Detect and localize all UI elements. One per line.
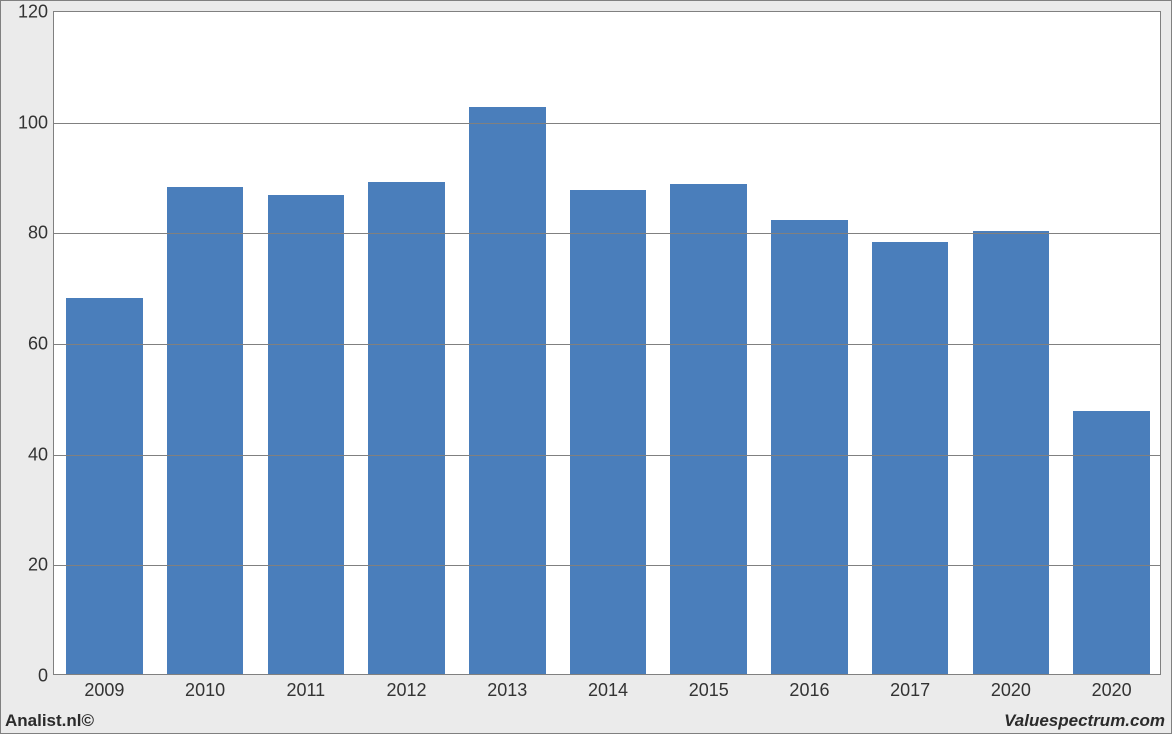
y-tick-label: 40 xyxy=(28,444,54,465)
bar xyxy=(670,184,747,674)
y-tick-label: 120 xyxy=(18,2,54,23)
footer-left-credit: Analist.nl© xyxy=(5,711,94,731)
y-tick-label: 0 xyxy=(38,666,54,687)
bar xyxy=(167,187,244,674)
bar xyxy=(469,107,546,674)
bar xyxy=(872,242,949,674)
y-tick-label: 60 xyxy=(28,334,54,355)
x-tick-label: 2011 xyxy=(286,674,325,701)
x-tick-label: 2013 xyxy=(487,674,527,701)
gridline xyxy=(54,344,1160,345)
x-tick-label: 2010 xyxy=(185,674,225,701)
y-tick-label: 100 xyxy=(18,112,54,133)
footer-right-credit: Valuespectrum.com xyxy=(1004,711,1165,731)
bar xyxy=(368,182,445,674)
y-tick-label: 80 xyxy=(28,223,54,244)
x-tick-label: 2012 xyxy=(387,674,427,701)
bar xyxy=(268,195,345,674)
bar xyxy=(771,220,848,674)
x-tick-label: 2020 xyxy=(991,674,1031,701)
y-tick-label: 20 xyxy=(28,555,54,576)
x-tick-label: 2009 xyxy=(84,674,124,701)
gridline xyxy=(54,565,1160,566)
x-tick-label: 2015 xyxy=(689,674,729,701)
gridline xyxy=(54,123,1160,124)
x-tick-label: 2014 xyxy=(588,674,628,701)
bar xyxy=(66,298,143,674)
x-tick-label: 2017 xyxy=(890,674,930,701)
x-tick-label: 2016 xyxy=(789,674,829,701)
chart-container: 0 20 40 60 80 100 120 2009 2010 2011 2012 2013 2014 2… xyxy=(0,0,1172,734)
plot-area: 0204060801001202009201020112012201320142… xyxy=(53,11,1161,675)
x-tick-label: 2020 xyxy=(1092,674,1132,701)
bar xyxy=(973,231,1050,674)
gridline xyxy=(54,233,1160,234)
gridline xyxy=(54,455,1160,456)
bars-layer xyxy=(54,12,1160,674)
bar xyxy=(1073,411,1150,674)
bar xyxy=(570,190,647,674)
